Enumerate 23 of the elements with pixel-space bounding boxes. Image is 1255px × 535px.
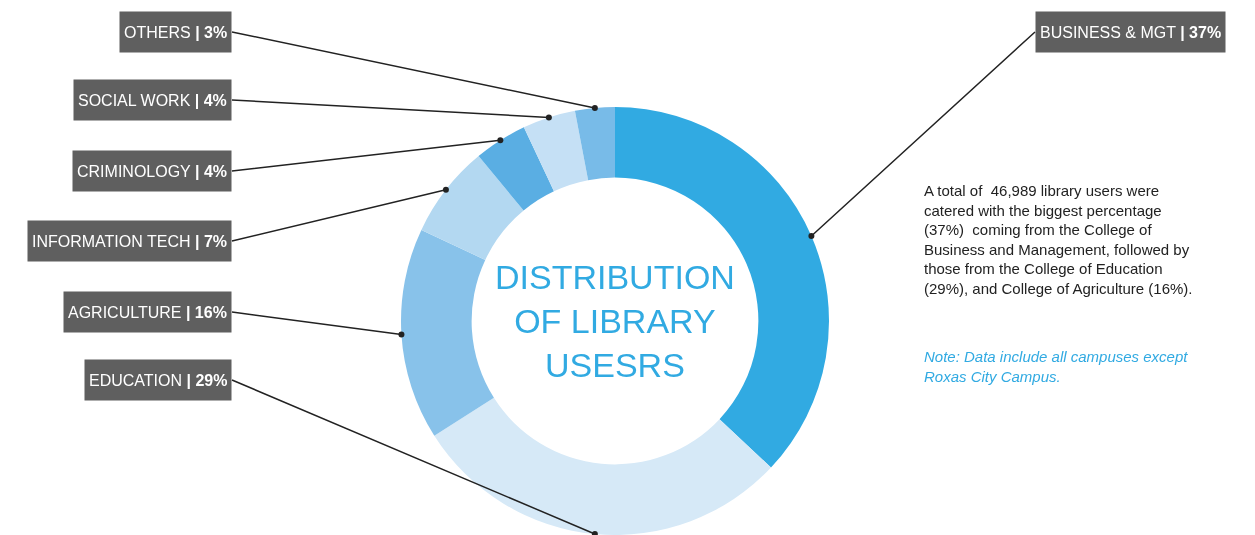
slice-label: INFORMATION TECH	[32, 232, 191, 250]
donut-slice	[421, 156, 524, 260]
donut-slice	[574, 107, 615, 181]
text: A total of 46,989 library users were catered with the biggest percentage (37%) coming from the College of Business and Management, followed by those from the College of Education (29%), and College of Agriculture (16%).	[924, 182, 1193, 297]
slice-label: BUSINESS & MGT	[1040, 23, 1176, 41]
data-label: | 16%	[185, 303, 227, 321]
text: DISTRIBUTION OF LIBRARY USESRS	[495, 258, 735, 385]
slice-label: EDUCATION	[89, 371, 183, 389]
slice-label: CRIMINOLOGY	[77, 162, 191, 180]
data-label: | 7%	[194, 232, 228, 250]
donut-slice	[401, 229, 494, 436]
data-label: | 4%	[194, 162, 227, 180]
data-label: | 3%	[195, 23, 228, 41]
slice-label: AGRICULTURE	[68, 303, 182, 321]
donut-slice	[434, 397, 771, 535]
text: Note: Data include all campuses except Roxas City Campus.	[924, 348, 1189, 385]
donut-slice	[478, 127, 554, 211]
slice-label: OTHERS	[124, 23, 191, 41]
data-label: | 37%	[1180, 23, 1222, 41]
slice-label: SOCIAL WORK	[78, 91, 191, 109]
data-label: | 29%	[186, 371, 228, 389]
donut-slice	[523, 110, 589, 192]
data-label: | 4%	[194, 91, 227, 109]
